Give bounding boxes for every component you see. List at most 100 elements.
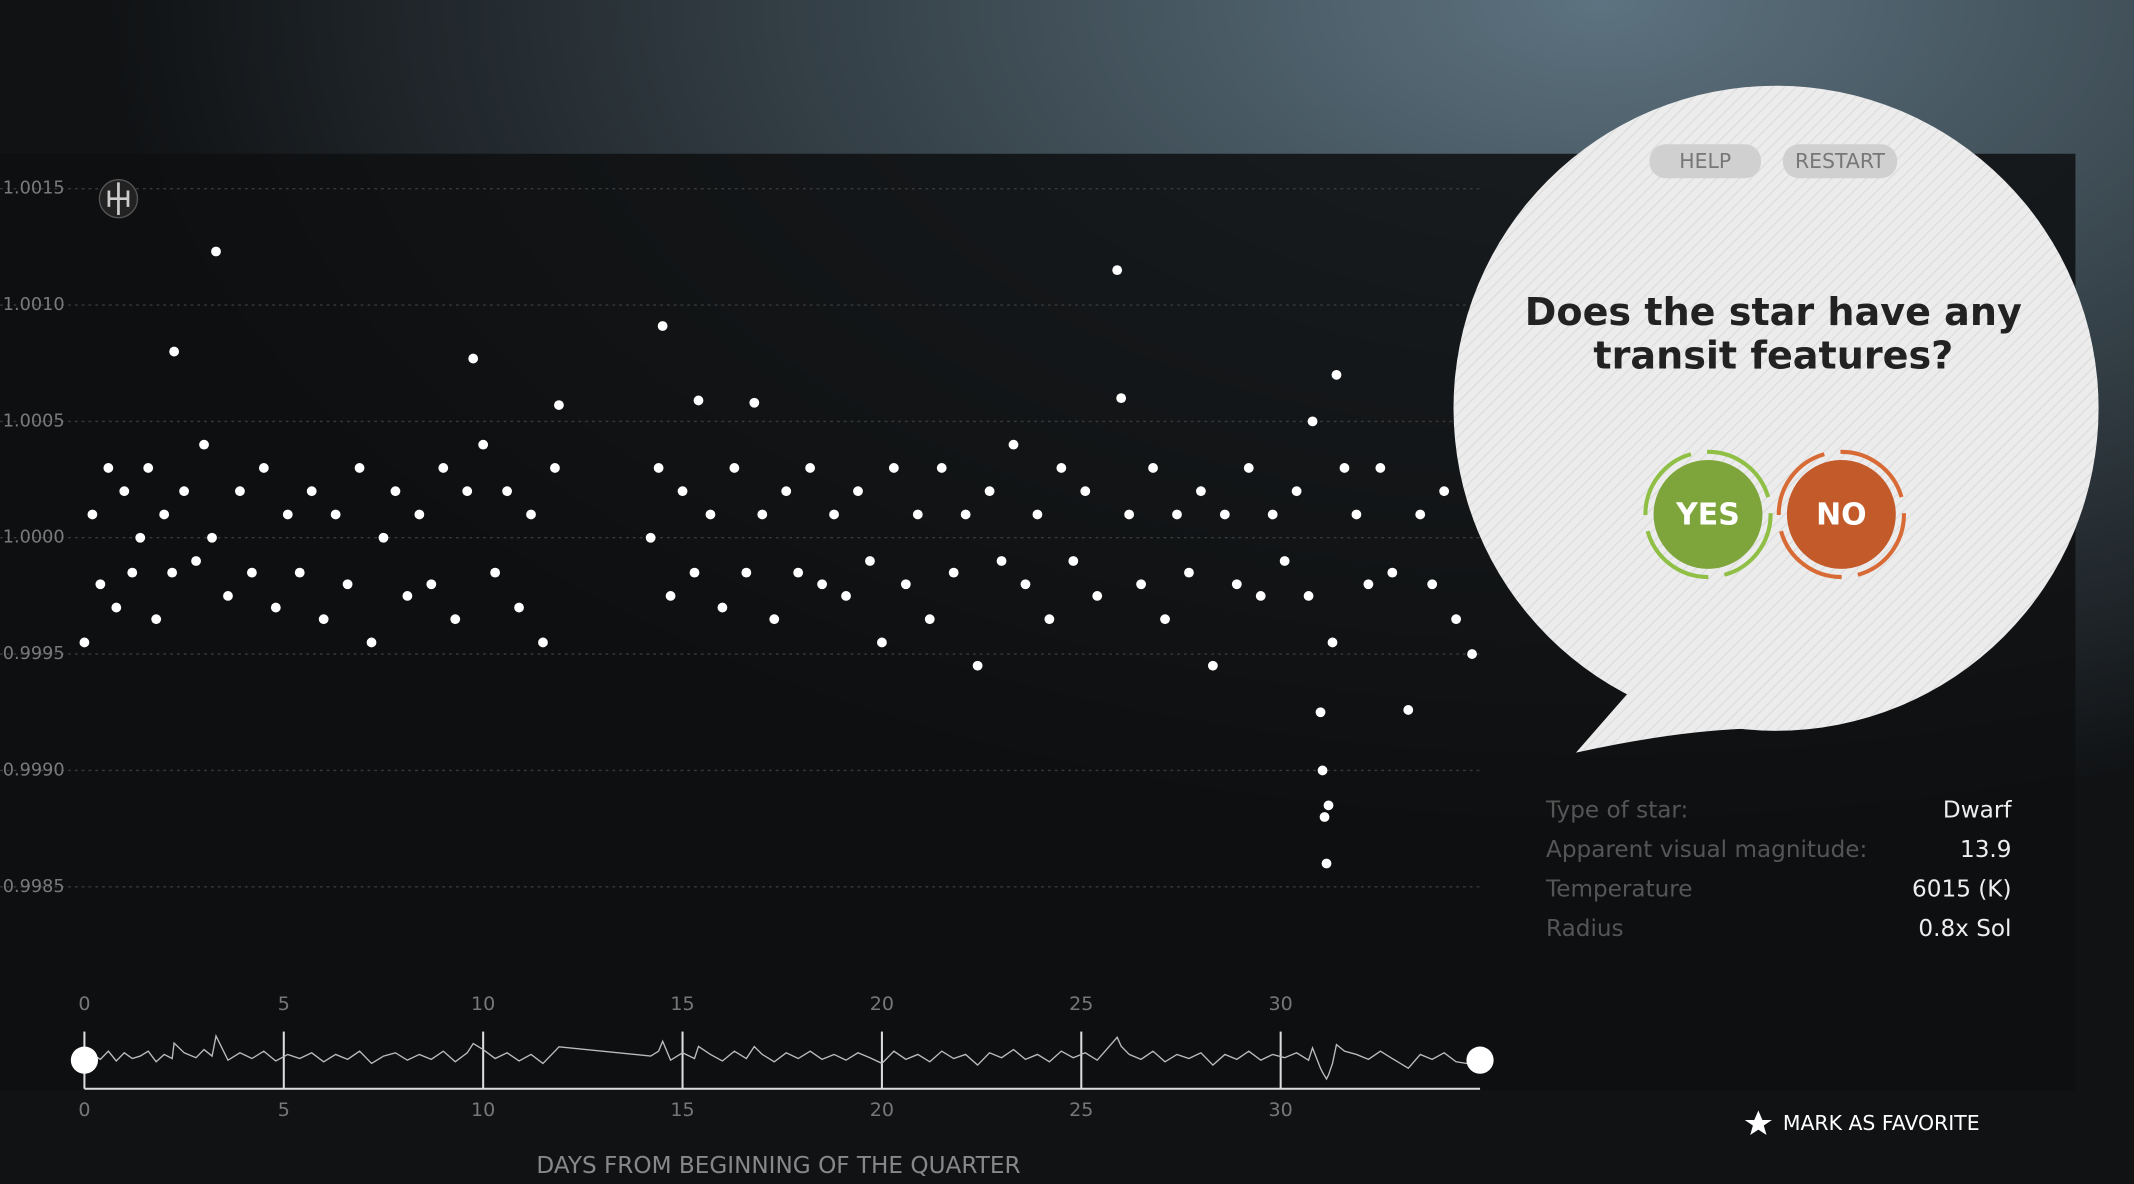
data-point [478, 439, 489, 450]
yes-label[interactable]: YES [1675, 497, 1740, 532]
info-label: Apparent visual magnitude: [1546, 837, 1867, 863]
data-point [354, 463, 365, 473]
data-point [1291, 486, 1302, 497]
data-point [1231, 579, 1242, 590]
help-button[interactable]: HELP [1649, 144, 1762, 179]
data-point [1148, 463, 1158, 473]
x-tick-label: 10 [471, 993, 495, 1015]
data-point [167, 567, 178, 578]
data-point [853, 486, 863, 497]
data-point [1092, 591, 1103, 601]
x-axis-label: DAYS FROM BEGINNING OF THE QUARTER [536, 1153, 1020, 1179]
favorite-button[interactable]: MARK AS FAVORITE [1744, 1110, 1980, 1136]
data-point [111, 602, 122, 613]
plot: 1.0015 1.0010 1.0005 1.0000 0.9995 0.9990 0.99… [0, 179, 1494, 1121]
data-point [1136, 579, 1147, 590]
data-point [490, 567, 501, 578]
data-point [1375, 463, 1386, 473]
x-tick-label: 5 [278, 1099, 290, 1121]
data-point [1403, 705, 1414, 715]
x-tick-label: 25 [1069, 993, 1093, 1015]
data-point [1387, 567, 1398, 578]
data-point [103, 463, 114, 473]
data-point [1315, 707, 1326, 718]
data-point [677, 486, 688, 497]
x-tick-label: 15 [670, 1099, 694, 1121]
no-label[interactable]: NO [1816, 497, 1867, 532]
data-point [366, 637, 377, 648]
y-tick-label: 0.9990 [3, 760, 65, 780]
x-tick-label: 10 [471, 1099, 495, 1121]
data-point [984, 486, 995, 497]
x-tick-label: 30 [1269, 993, 1293, 1015]
info-label: Temperature [1545, 877, 1692, 903]
info-label: Radius [1546, 916, 1624, 942]
pan-icon[interactable] [98, 178, 139, 219]
data-point [1451, 614, 1462, 625]
data-point [1032, 509, 1043, 520]
data-point [793, 567, 804, 578]
y-tick-label: 0.9995 [3, 644, 65, 664]
info-value: 0.8x Sol [1918, 916, 2011, 942]
data-point [390, 486, 401, 497]
data-point [948, 567, 959, 578]
data-point [829, 509, 839, 520]
data-point [1321, 858, 1332, 869]
data-point [294, 567, 305, 578]
data-point [1008, 439, 1019, 450]
data-point [342, 579, 353, 590]
restart-label[interactable]: RESTART [1795, 149, 1886, 173]
data-point [1327, 637, 1338, 648]
data-point [757, 509, 768, 520]
restart-button[interactable]: RESTART [1782, 144, 1898, 179]
data-point [1331, 369, 1342, 380]
data-point [1124, 509, 1135, 520]
data-point [1427, 579, 1438, 590]
range-handle[interactable] [1466, 1046, 1494, 1074]
data-point [95, 579, 106, 590]
favorite-label[interactable]: MARK AS FAVORITE [1783, 1111, 1980, 1135]
data-point [1160, 614, 1170, 625]
data-point [1307, 416, 1318, 427]
data-point [781, 486, 792, 497]
help-label[interactable]: HELP [1679, 149, 1731, 173]
data-point [468, 353, 479, 364]
data-point [1317, 765, 1328, 776]
data-point [841, 591, 851, 601]
data-point [462, 486, 473, 497]
data-point [657, 321, 668, 331]
data-point [550, 463, 560, 473]
data-point [972, 660, 983, 671]
no-button[interactable]: NO [1776, 449, 1907, 580]
data-point [402, 591, 413, 601]
range-handle[interactable] [70, 1046, 99, 1074]
data-point [912, 509, 923, 520]
y-tick-label: 0.9985 [3, 877, 65, 897]
data-point [1184, 567, 1194, 578]
yes-button[interactable]: YES [1643, 449, 1773, 580]
data-point [741, 567, 752, 578]
data-point [1056, 463, 1067, 473]
data-point [1467, 649, 1477, 659]
x-tick-label: 20 [870, 993, 894, 1015]
y-tick-label: 1.0000 [3, 528, 65, 548]
data-point [199, 439, 209, 450]
data-point [135, 532, 146, 543]
data-point [1415, 509, 1426, 520]
data-point [1267, 509, 1278, 520]
data-point [665, 591, 676, 601]
data-point [1255, 591, 1266, 601]
data-point [1351, 509, 1362, 520]
info-value: 6015 (K) [1912, 877, 2011, 903]
data-point [223, 591, 233, 601]
data-point [1196, 486, 1206, 497]
question-line: transit features? [1593, 333, 1953, 377]
data-point [645, 532, 656, 543]
data-point [426, 579, 437, 590]
info-label: Type of star: [1545, 798, 1688, 824]
data-point [1323, 800, 1334, 811]
x-tick-label: 25 [1069, 1099, 1093, 1121]
data-point [1279, 556, 1290, 566]
